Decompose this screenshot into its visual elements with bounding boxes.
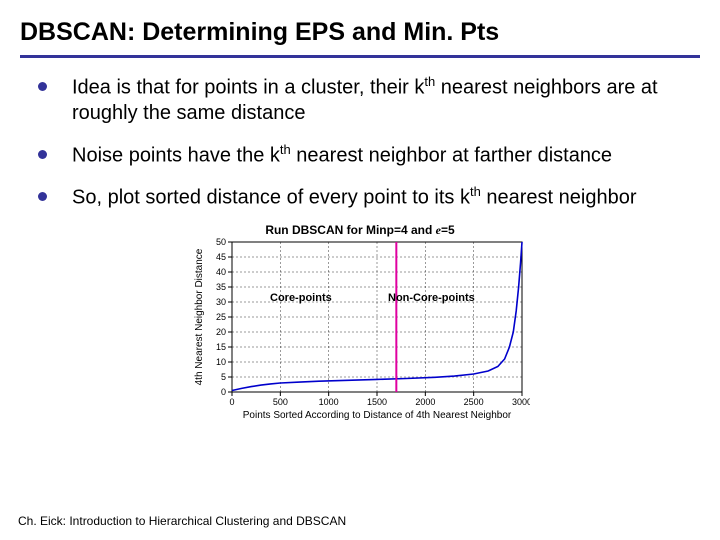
svg-text:4th Nearest Neighbor Distance: 4th Nearest Neighbor Distance bbox=[194, 248, 205, 385]
bullet-1: Idea is that for points in a cluster, th… bbox=[38, 74, 700, 126]
svg-text:20: 20 bbox=[216, 327, 226, 337]
footer-text: Ch. Eick: Introduction to Hierarchical C… bbox=[18, 514, 346, 528]
svg-text:10: 10 bbox=[216, 357, 226, 367]
svg-text:1000: 1000 bbox=[319, 397, 339, 407]
title-underline bbox=[20, 55, 700, 58]
bullet-list: Idea is that for points in a cluster, th… bbox=[20, 74, 700, 211]
bullet-2: Noise points have the kth nearest neighb… bbox=[38, 142, 700, 169]
svg-text:5: 5 bbox=[221, 372, 226, 382]
svg-text:40: 40 bbox=[216, 267, 226, 277]
svg-text:500: 500 bbox=[273, 397, 288, 407]
svg-text:15: 15 bbox=[216, 342, 226, 352]
core-points-label: Core-points bbox=[270, 292, 332, 304]
chart-caption: Run DBSCAN for Minp=4 and e=5 bbox=[20, 223, 700, 238]
non-core-points-label: Non-Core-points bbox=[388, 292, 475, 304]
svg-text:1500: 1500 bbox=[367, 397, 387, 407]
chart-svg: 0 500 1000 1500 2000 2500 3000 0 5 10 15 20 25 30 35 40… bbox=[190, 238, 530, 422]
svg-text:3000: 3000 bbox=[512, 397, 530, 407]
svg-text:2500: 2500 bbox=[464, 397, 484, 407]
svg-text:50: 50 bbox=[216, 238, 226, 247]
svg-text:35: 35 bbox=[216, 282, 226, 292]
svg-text:25: 25 bbox=[216, 312, 226, 322]
svg-text:Points Sorted According to Dis: Points Sorted According to Distance of 4… bbox=[243, 410, 512, 421]
bullet-3: So, plot sorted distance of every point … bbox=[38, 184, 700, 211]
svg-text:0: 0 bbox=[221, 387, 226, 397]
svg-text:30: 30 bbox=[216, 297, 226, 307]
slide-title: DBSCAN: Determining EPS and Min. Pts bbox=[20, 18, 700, 47]
svg-text:2000: 2000 bbox=[415, 397, 435, 407]
chart-container: 0 500 1000 1500 2000 2500 3000 0 5 10 15 20 25 30 35 40… bbox=[190, 238, 530, 422]
svg-text:45: 45 bbox=[216, 252, 226, 262]
svg-text:0: 0 bbox=[229, 397, 234, 407]
